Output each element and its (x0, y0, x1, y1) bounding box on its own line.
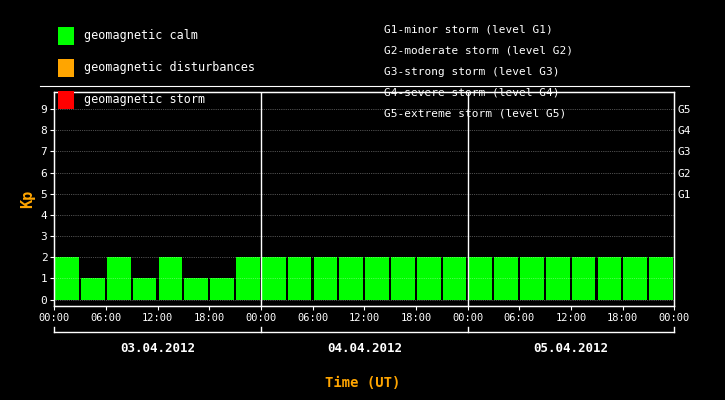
Bar (236, 257, 260, 300)
Bar (520, 257, 544, 300)
Text: G2-moderate storm (level G2): G2-moderate storm (level G2) (384, 46, 573, 56)
Text: G3-strong storm (level G3): G3-strong storm (level G3) (384, 66, 560, 76)
Y-axis label: Kp: Kp (20, 190, 35, 208)
Bar (417, 257, 441, 300)
Text: Time (UT): Time (UT) (325, 376, 400, 390)
Bar (468, 257, 492, 300)
Bar (650, 257, 673, 300)
Text: geomagnetic storm: geomagnetic storm (84, 94, 205, 106)
Bar (81, 278, 104, 300)
Text: 04.04.2012: 04.04.2012 (327, 342, 402, 355)
Bar (55, 257, 79, 300)
Bar (159, 257, 182, 300)
Bar (597, 257, 621, 300)
Bar (339, 257, 363, 300)
Text: geomagnetic disturbances: geomagnetic disturbances (84, 62, 255, 74)
Bar (624, 257, 647, 300)
Bar (262, 257, 286, 300)
Bar (546, 257, 570, 300)
Text: 03.04.2012: 03.04.2012 (120, 342, 195, 355)
Bar (391, 257, 415, 300)
Bar (494, 257, 518, 300)
Bar (107, 257, 130, 300)
Bar (210, 278, 234, 300)
Bar (133, 278, 157, 300)
Bar (443, 257, 466, 300)
Text: 05.04.2012: 05.04.2012 (534, 342, 608, 355)
Bar (365, 257, 389, 300)
Bar (313, 257, 337, 300)
Bar (572, 257, 595, 300)
Bar (184, 278, 208, 300)
Text: G1-minor storm (level G1): G1-minor storm (level G1) (384, 25, 553, 35)
Text: geomagnetic calm: geomagnetic calm (84, 30, 198, 42)
Bar (288, 257, 311, 300)
Text: G5-extreme storm (level G5): G5-extreme storm (level G5) (384, 108, 566, 118)
Text: G4-severe storm (level G4): G4-severe storm (level G4) (384, 87, 560, 97)
